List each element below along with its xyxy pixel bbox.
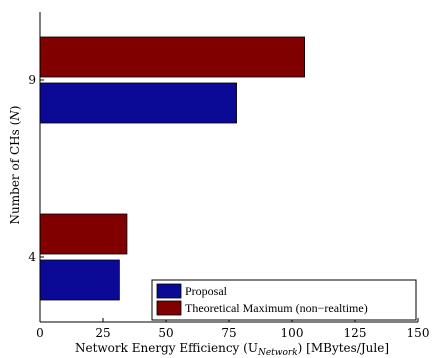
- x-tick-label: 25: [95, 326, 110, 340]
- legend-box: [151, 279, 417, 321]
- legend-swatch-proposal: [156, 283, 182, 299]
- y-tick-label: 4: [28, 250, 36, 264]
- y-ticks-group: 49: [28, 73, 44, 264]
- x-axis-label: Network Energy Efficiency (UNetwork) [MB…: [75, 341, 389, 358]
- x-tick-label: 50: [158, 326, 173, 340]
- x-tick-label: 125: [344, 326, 367, 340]
- x-tick-label: 0: [36, 326, 44, 340]
- bar-proposal-9: [39, 82, 237, 124]
- legend-label-proposal: Proposal: [185, 284, 228, 298]
- legend-label-theoretical-maximum: Theoretical Maximum (non−realtime): [185, 301, 368, 315]
- bar-proposal-4: [39, 259, 120, 301]
- x-tick-label: 75: [221, 326, 236, 340]
- bar-theoretical-maximum-9: [39, 36, 306, 78]
- legend: Proposal Theoretical Maximum (non−realti…: [151, 279, 417, 321]
- legend-swatch-theoretical-maximum: [156, 300, 182, 316]
- bar-theoretical-maximum-4: [39, 213, 128, 255]
- x-ticks-group: 0 25 50 75 100 125 150: [36, 318, 429, 340]
- y-tick-label: 9: [28, 73, 36, 87]
- x-tick-label: 150: [407, 326, 430, 340]
- bars-group: [39, 36, 306, 301]
- x-tick-label: 100: [281, 326, 304, 340]
- y-axis-label: Number of CHs (N): [8, 106, 22, 225]
